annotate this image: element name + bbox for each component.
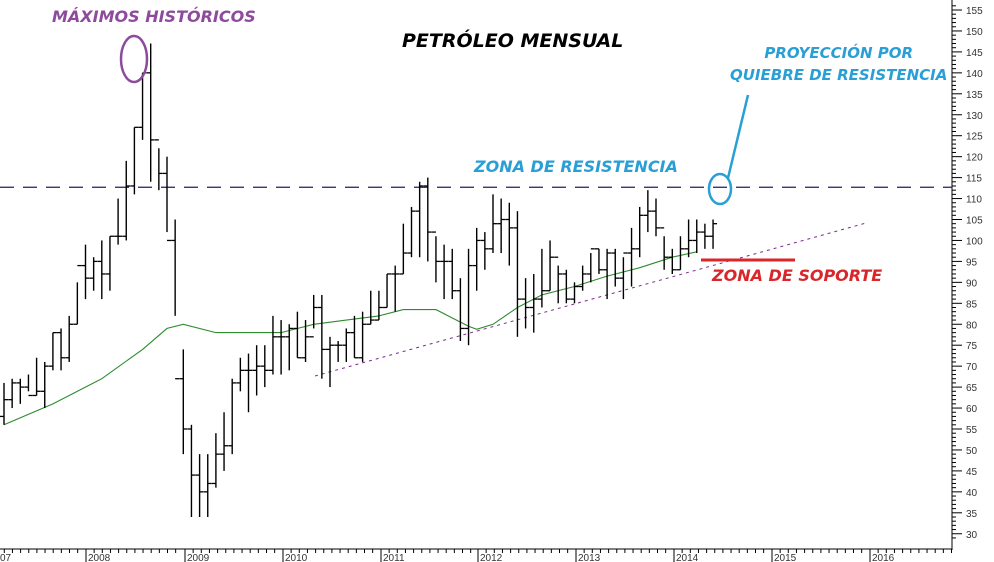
support-trendline [314, 222, 867, 377]
projection-pointer [726, 94, 750, 179]
y-axis: 155 150 145 140 135 130 125 120 115 110 105 100 95 90… [951, 0, 983, 550]
projection-label: PROYECCIÓN POR QUIEBRE DE RESISTENCIA [730, 42, 947, 86]
price-bars [0, 43, 718, 517]
svg-text:45: 45 [966, 467, 978, 478]
svg-text:80: 80 [966, 320, 978, 331]
svg-text:135: 135 [966, 90, 983, 101]
svg-text:100: 100 [966, 236, 983, 247]
svg-text:155: 155 [966, 6, 983, 17]
svg-text:2014: 2014 [676, 553, 699, 562]
svg-text:40: 40 [966, 488, 978, 499]
svg-text:140: 140 [966, 69, 983, 80]
moving-average-line [3, 251, 697, 426]
svg-text:07: 07 [0, 553, 12, 562]
svg-text:120: 120 [966, 153, 983, 164]
chart-title: PETRÓLEO MENSUAL [402, 30, 624, 52]
svg-text:2008: 2008 [88, 553, 111, 562]
svg-text:2012: 2012 [480, 553, 503, 562]
svg-text:85: 85 [966, 299, 978, 310]
projection-label-line2: QUIEBRE DE RESISTENCIA [730, 66, 948, 84]
svg-text:95: 95 [966, 257, 978, 268]
svg-text:90: 90 [966, 278, 978, 289]
support-label: ZONA DE SOPORTE [712, 266, 883, 285]
svg-text:145: 145 [966, 48, 983, 59]
svg-text:75: 75 [966, 341, 978, 352]
max-circle-annotation [119, 34, 149, 84]
max-historic-label: MÁXIMOS HISTÓRICOS [52, 7, 256, 26]
svg-text:70: 70 [966, 362, 978, 373]
resistance-label: ZONA DE RESISTENCIA [474, 157, 678, 176]
svg-text:2015: 2015 [774, 553, 797, 562]
svg-text:50: 50 [966, 446, 978, 457]
svg-text:130: 130 [966, 111, 983, 122]
svg-text:105: 105 [966, 216, 983, 227]
projection-label-line1: PROYECCIÓN POR [764, 44, 914, 62]
svg-text:2011: 2011 [383, 553, 405, 562]
svg-text:2013: 2013 [578, 553, 601, 562]
projection-circle-annotation [707, 172, 733, 206]
svg-text:150: 150 [966, 27, 983, 38]
svg-text:55: 55 [966, 425, 978, 436]
svg-text:30: 30 [966, 530, 978, 541]
svg-text:2010: 2010 [285, 553, 308, 562]
svg-text:2009: 2009 [187, 553, 210, 562]
svg-text:60: 60 [966, 404, 978, 415]
svg-text:110: 110 [966, 195, 982, 206]
svg-text:35: 35 [966, 509, 978, 520]
x-axis: 07 2008 2009 2010 2011 2012 2013 2014 2015 2016 [0, 548, 952, 562]
svg-text:2016: 2016 [872, 553, 895, 562]
svg-text:125: 125 [966, 132, 983, 143]
svg-text:115: 115 [966, 174, 982, 185]
svg-text:65: 65 [966, 383, 978, 394]
